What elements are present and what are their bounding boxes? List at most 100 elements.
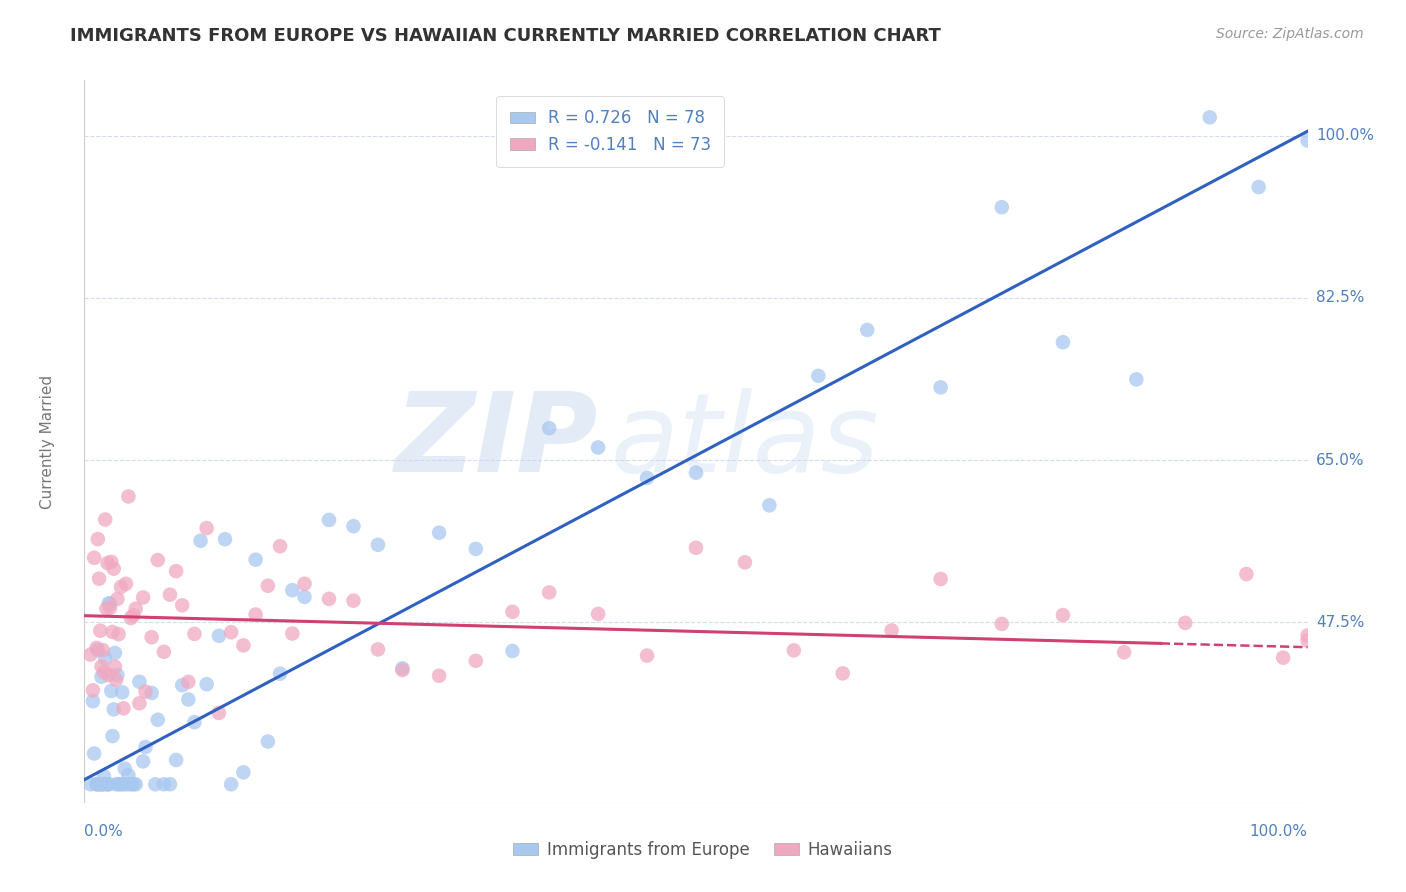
Point: [427, 669, 450, 683]
Point: [195, 677, 218, 691]
Point: [391, 661, 413, 675]
Point: [93, 769, 115, 783]
Point: [117, 768, 139, 782]
Point: [82, 683, 104, 698]
Point: [115, 576, 138, 591]
Point: [141, 686, 163, 700]
Point: [153, 777, 176, 791]
Point: [101, 729, 124, 743]
Point: [269, 539, 291, 553]
Text: Source: ZipAtlas.com: Source: ZipAtlas.com: [1216, 27, 1364, 41]
Point: [125, 777, 148, 791]
Point: [94, 512, 117, 526]
Point: [208, 706, 231, 720]
Point: [464, 541, 486, 556]
Point: [86, 777, 108, 791]
Point: [135, 739, 157, 754]
Point: [86, 640, 108, 655]
Point: [93, 665, 115, 680]
Point: [269, 666, 291, 681]
Point: [1296, 633, 1319, 648]
Point: [318, 591, 340, 606]
Point: [165, 753, 187, 767]
Point: [1052, 335, 1074, 350]
Point: [141, 630, 163, 644]
Text: 100.0%: 100.0%: [1250, 824, 1308, 839]
Point: [82, 694, 104, 708]
Point: [257, 579, 280, 593]
Point: [172, 678, 194, 692]
Point: [94, 651, 117, 665]
Point: [100, 684, 122, 698]
Point: [112, 777, 135, 791]
Point: [734, 555, 756, 569]
Point: [100, 555, 122, 569]
Point: [636, 648, 658, 663]
Legend: Immigrants from Europe, Hawaiians: Immigrants from Europe, Hawaiians: [506, 835, 900, 866]
Point: [1052, 608, 1074, 623]
Point: [294, 590, 316, 604]
Point: [294, 576, 316, 591]
Point: [502, 644, 524, 658]
Point: [232, 638, 254, 652]
Point: [83, 550, 105, 565]
Point: [110, 777, 132, 791]
Point: [91, 777, 114, 791]
Point: [208, 629, 231, 643]
Point: [105, 777, 128, 791]
Point: [89, 777, 111, 791]
Point: [101, 624, 124, 639]
Point: [98, 601, 121, 615]
Point: [1114, 645, 1136, 659]
Point: [91, 777, 114, 791]
Point: [97, 777, 120, 791]
Point: [87, 643, 110, 657]
Point: [159, 588, 181, 602]
Point: [83, 747, 105, 761]
Point: [122, 608, 145, 623]
Point: [87, 532, 110, 546]
Point: [281, 626, 304, 640]
Point: [1247, 180, 1270, 194]
Point: [367, 538, 389, 552]
Point: [232, 765, 254, 780]
Point: [79, 777, 101, 791]
Text: 65.0%: 65.0%: [1316, 452, 1364, 467]
Point: [115, 777, 138, 791]
Point: [97, 668, 120, 682]
Point: [367, 642, 389, 657]
Point: [183, 627, 205, 641]
Point: [1296, 134, 1319, 148]
Point: [96, 777, 118, 791]
Text: 0.0%: 0.0%: [84, 824, 124, 839]
Point: [103, 562, 125, 576]
Text: Currently Married: Currently Married: [41, 375, 55, 508]
Point: [183, 715, 205, 730]
Text: ZIP: ZIP: [395, 388, 598, 495]
Point: [110, 580, 132, 594]
Point: [120, 777, 142, 791]
Point: [79, 648, 101, 662]
Point: [257, 734, 280, 748]
Point: [245, 607, 267, 622]
Point: [177, 674, 200, 689]
Point: [97, 596, 120, 610]
Point: [245, 552, 267, 566]
Point: [103, 702, 125, 716]
Point: [146, 553, 169, 567]
Point: [214, 533, 236, 547]
Point: [105, 591, 128, 606]
Point: [117, 490, 139, 504]
Text: 82.5%: 82.5%: [1316, 291, 1364, 305]
Point: [128, 674, 150, 689]
Point: [991, 200, 1014, 214]
Text: atlas: atlas: [610, 388, 879, 495]
Point: [219, 625, 242, 640]
Legend: R = 0.726   N = 78, R = -0.141   N = 73: R = 0.726 N = 78, R = -0.141 N = 73: [496, 95, 724, 167]
Point: [153, 645, 176, 659]
Point: [502, 605, 524, 619]
Point: [427, 525, 450, 540]
Point: [104, 659, 127, 673]
Point: [807, 368, 830, 383]
Point: [195, 521, 218, 535]
